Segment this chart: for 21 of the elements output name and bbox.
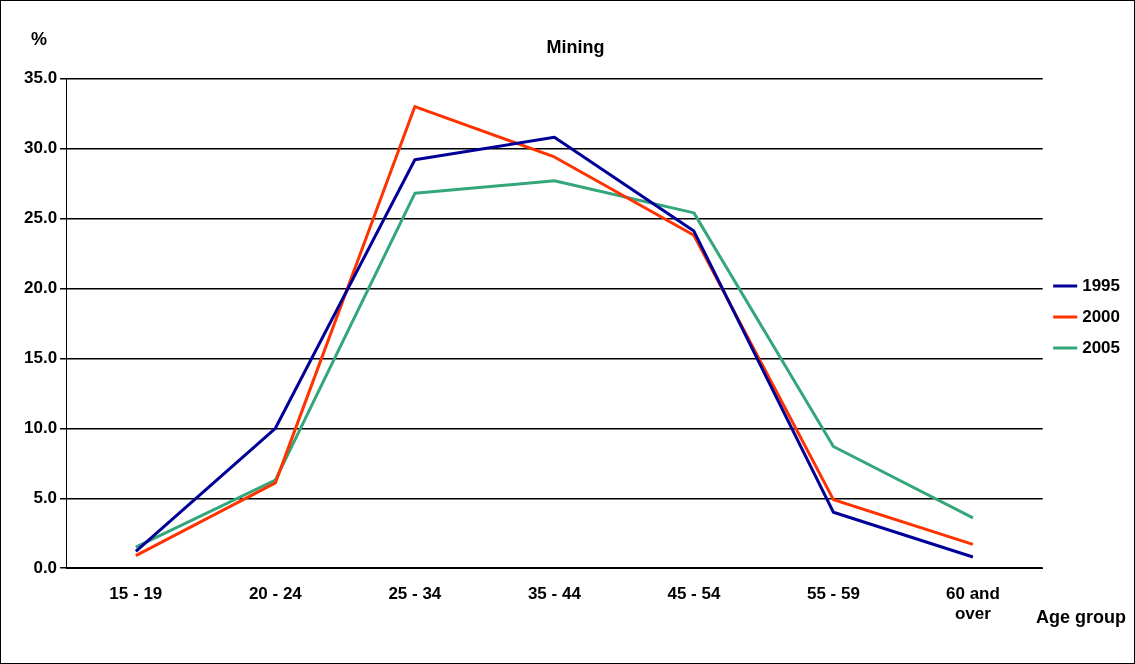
y-tick-label: 30.0 xyxy=(23,138,58,158)
legend-label: 1995 xyxy=(1082,275,1121,295)
y-tick-label: 35.0 xyxy=(23,68,58,88)
legend-label: 2000 xyxy=(1082,306,1121,326)
y-tick-label: 20.0 xyxy=(23,278,58,298)
x-tick-label: 35 - 44 xyxy=(527,584,582,604)
x-tick-label: 25 - 34 xyxy=(388,584,442,604)
x-tick-label: 15 - 19 xyxy=(109,584,163,604)
x-tick-label: 20 - 24 xyxy=(248,584,303,604)
y-tick-label: 5.0 xyxy=(33,487,58,507)
x-tick-label: 55 - 59 xyxy=(806,584,860,604)
y-tick-label: 0.0 xyxy=(33,557,58,577)
y-tick-label: 15.0 xyxy=(23,348,58,368)
y-axis-title: % xyxy=(31,28,48,49)
y-tick-label: 25.0 xyxy=(23,208,58,228)
x-tick-label: 45 - 54 xyxy=(667,584,721,604)
legend-label: 2005 xyxy=(1082,337,1121,357)
y-tick-label: 10.0 xyxy=(23,418,58,437)
x-axis-title: Age group xyxy=(1036,607,1126,628)
x-tick-label: 60 and over xyxy=(946,584,1000,624)
chart-title: Mining xyxy=(546,36,605,57)
